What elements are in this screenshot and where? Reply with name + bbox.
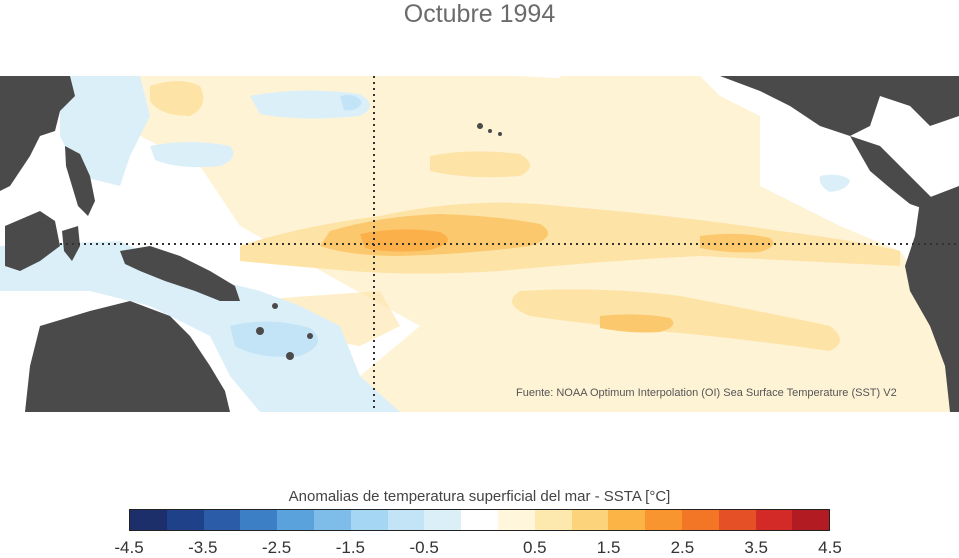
colorbar-segment	[387, 510, 425, 530]
cool-anomaly-regions	[0, 76, 850, 412]
land-central-america	[850, 136, 935, 211]
colorbar-segment	[461, 510, 498, 530]
colorbar-tick-label: 0.5	[523, 538, 547, 557]
land-new-guinea	[120, 246, 240, 301]
colorbar-segment	[497, 510, 535, 530]
colorbar-tick-label: -2.5	[261, 538, 292, 557]
colorbar-segment	[571, 510, 609, 530]
reference-lines	[60, 76, 959, 412]
colorbar-segment	[240, 510, 278, 530]
colorbar-segment	[424, 510, 462, 530]
colorbar-segment	[350, 510, 388, 530]
colorbar-segment	[313, 510, 351, 530]
colorbar-tick-label: -0.5	[409, 538, 439, 557]
colorbar-tick-label: 2.5	[670, 538, 695, 557]
map-title: Octubre 1994	[403, 0, 556, 28]
land-south-america	[905, 186, 959, 412]
colorbar	[129, 509, 830, 531]
land-borneo	[5, 211, 60, 271]
colorbar-segment	[718, 510, 756, 530]
colorbar-segment	[681, 510, 719, 530]
land-north-america	[720, 76, 959, 136]
colorbar-ticks: -4.5 -3.5 -2.5 -1.5 -0.5 0.5 1.5 2.5 3.5 4.5	[0, 538, 959, 558]
colorbar-segment	[608, 510, 646, 530]
land-philippines	[65, 146, 95, 216]
colorbar-tick-label: -3.5	[188, 538, 218, 557]
land-sulawesi	[62, 226, 80, 261]
land-masses	[0, 76, 959, 412]
land-australia	[25, 301, 230, 412]
colorbar-segment	[203, 510, 241, 530]
colorbar-title: Anomalias de temperatura superficial del…	[288, 488, 671, 505]
colorbar-tick-label: 1.5	[596, 538, 621, 557]
colorbar-tick-label: 3.5	[744, 538, 769, 557]
sst-anomaly-map	[0, 76, 959, 412]
colorbar-tick-label: 4.5	[818, 538, 842, 557]
colorbar-segment	[792, 510, 830, 530]
colorbar-tick-label: -1.5	[335, 538, 366, 557]
colorbar-segment	[534, 510, 572, 530]
colorbar-segment	[166, 510, 204, 530]
colorbar-segment	[130, 510, 167, 530]
colorbar-segment	[645, 510, 682, 530]
colorbar-segment	[755, 510, 793, 530]
colorbar-tick-label: -4.5	[114, 538, 144, 557]
data-source-note: Fuente: NOAA Optimum Interpolation (OI) …	[516, 387, 897, 399]
colorbar-segment	[277, 510, 314, 530]
land-asia	[0, 76, 75, 191]
